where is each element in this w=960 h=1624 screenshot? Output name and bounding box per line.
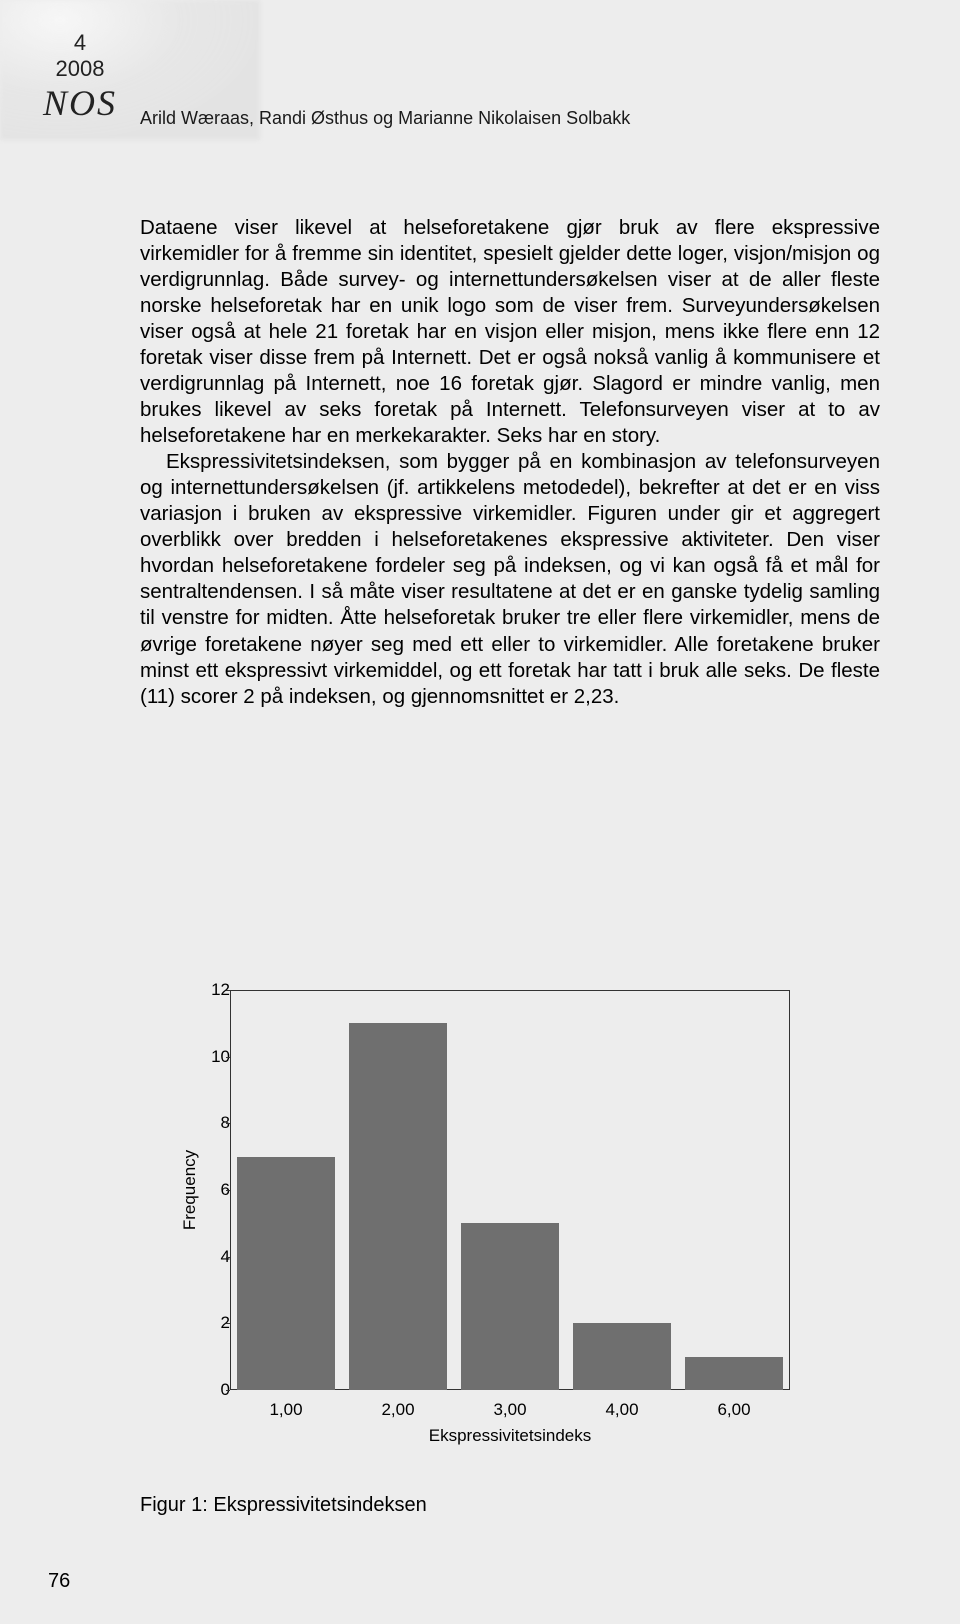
header-block: 4 2008 NOS: [30, 30, 130, 124]
y-tick-mark: [226, 1323, 230, 1324]
bar: [237, 1157, 336, 1390]
figure-caption: Figur 1: Ekspressivitetsindeksen: [140, 1494, 427, 1517]
x-tick-label: 1,00: [246, 1400, 326, 1420]
y-tick-label: 4: [190, 1247, 230, 1267]
bar: [685, 1357, 784, 1390]
author-line: Arild Wæraas, Randi Østhus og Marianne N…: [140, 108, 630, 129]
y-tick-mark: [226, 1390, 230, 1391]
bar: [461, 1223, 560, 1390]
bar: [349, 1023, 448, 1390]
page-number: 76: [48, 1570, 70, 1593]
y-tick-mark: [226, 1190, 230, 1191]
y-tick-mark: [226, 1123, 230, 1124]
x-axis-label: Ekspressivitetsindeks: [230, 1426, 790, 1446]
bar: [573, 1323, 672, 1390]
body-text: Dataene viser likevel at helseforetakene…: [140, 215, 880, 710]
bar-chart: Frequency Ekspressivitetsindeks 02468101…: [130, 990, 850, 1490]
paragraph-2: Ekspressivitetsindeksen, som bygger på e…: [140, 449, 880, 709]
issue-year: 2008: [30, 56, 130, 82]
issue-number: 4: [30, 30, 130, 56]
y-tick-label: 6: [190, 1180, 230, 1200]
x-tick-label: 4,00: [582, 1400, 662, 1420]
paragraph-1: Dataene viser likevel at helseforetakene…: [140, 215, 880, 449]
x-tick-label: 3,00: [470, 1400, 550, 1420]
y-tick-label: 8: [190, 1113, 230, 1133]
x-tick-label: 6,00: [694, 1400, 774, 1420]
y-tick-label: 2: [190, 1313, 230, 1333]
y-tick-mark: [226, 1057, 230, 1058]
page-background: 4 2008 NOS Arild Wæraas, Randi Østhus og…: [0, 0, 960, 1624]
y-tick-label: 10: [190, 1047, 230, 1067]
x-tick-label: 2,00: [358, 1400, 438, 1420]
y-tick-mark: [226, 1257, 230, 1258]
y-tick-label: 12: [190, 980, 230, 1000]
y-tick-mark: [226, 990, 230, 991]
journal-abbrev: NOS: [30, 82, 130, 124]
y-tick-label: 0: [190, 1380, 230, 1400]
y-axis: [230, 990, 231, 1390]
